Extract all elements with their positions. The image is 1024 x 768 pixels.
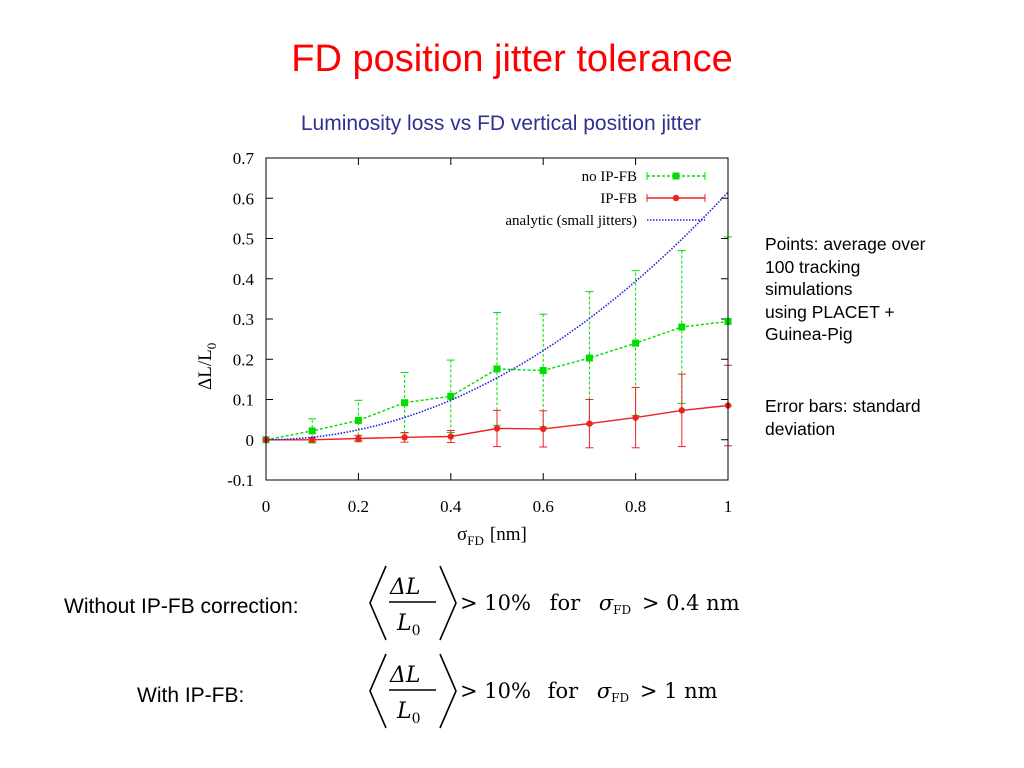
y-tick-label: 0.2: [233, 350, 254, 369]
fraction-denominator: L0: [396, 611, 421, 639]
y-tick-label: 0: [246, 431, 255, 450]
x-tick-label: 0: [262, 497, 271, 516]
data-point-no-ip-fb: [401, 399, 409, 407]
data-point-no-ip-fb: [585, 354, 593, 362]
data-point-ip-fb: [493, 425, 501, 432]
y-tick-label: 0.4: [233, 270, 255, 289]
y-tick-label: 0.3: [233, 310, 254, 329]
points-note-line: simulations: [765, 279, 853, 299]
data-point-no-ip-fb: [447, 392, 455, 400]
x-axis-label: σFD [nm]: [457, 524, 527, 548]
x-tick-label: 0.2: [348, 497, 369, 516]
legend-label-analytic-small-jitters: analytic (small jitters): [505, 213, 637, 229]
data-point-ip-fb: [586, 420, 593, 427]
data-point-no-ip-fb: [308, 427, 316, 435]
data-point-no-ip-fb: [354, 416, 362, 424]
x-tick-label: 0.6: [533, 497, 554, 516]
x-tick-label: 1: [724, 497, 733, 516]
slide-title: FD position jitter tolerance: [291, 38, 733, 80]
y-tick-label: 0.6: [233, 189, 254, 208]
fraction-denominator: L0: [396, 699, 421, 727]
data-point-ip-fb: [355, 435, 362, 442]
data-point-ip-fb: [447, 433, 454, 440]
right-angle-bracket: [439, 653, 457, 729]
formula-with-ipfb: ΔL L0 > 10% for σFD > 1 nm: [369, 653, 718, 729]
formula-without-ipfb: ΔL L0 > 10% for σFD > 0.4 nm: [369, 565, 740, 641]
points-note-line: 100 tracking: [765, 256, 861, 277]
data-point-no-ip-fb: [493, 365, 501, 373]
y-tick-label: -0.1: [227, 471, 254, 490]
error-bars-note-line: deviation: [765, 418, 836, 439]
error-bars-note-line: Error bars: standard: [765, 396, 921, 416]
data-point-ip-fb: [309, 436, 316, 443]
data-point-no-ip-fb: [678, 323, 686, 331]
data-point-ip-fb: [540, 425, 547, 433]
legend-label-ip-fb: IP-FB: [600, 191, 637, 207]
data-point-ip-fb: [678, 407, 685, 414]
luminosity-loss-chart: -0.1 0 0.1 0.2 0.3 0.4 0.5 0.6 0.7 0 0.2 0.4 0.6 0.8…: [195, 149, 733, 548]
legend-label-no-ip-fb: no IP-FB: [582, 169, 637, 185]
chart-subtitle: Luminosity loss vs FD vertical position …: [300, 112, 702, 135]
without-ipfb-label: Without IP-FB correction:: [64, 595, 299, 618]
points-note: Points: average over 100 tracking simula…: [765, 233, 1005, 346]
fraction-numerator: ΔL: [389, 663, 421, 688]
points-note-line: Points: average over: [765, 234, 926, 254]
right-angle-bracket: [439, 565, 457, 641]
data-point-ip-fb: [632, 414, 639, 421]
data-point-no-ip-fb: [539, 367, 547, 375]
left-angle-bracket: [369, 565, 387, 641]
inequality-expression: > 10% for σFD > 0.4 nm: [460, 591, 740, 619]
inequality-expression: > 10% for σFD > 1 nm: [460, 679, 718, 707]
x-tick-label: 0.4: [440, 497, 462, 516]
y-axis-label: ΔL/L0: [195, 343, 219, 390]
error-bars-note: Error bars: standard deviation: [765, 395, 1005, 440]
plot-frame: [265, 157, 729, 481]
y-tick-label: 0.1: [233, 391, 254, 410]
y-tick-label: 0.5: [233, 230, 254, 249]
data-point-ip-fb: [401, 434, 408, 441]
points-note-line: Guinea-Pig: [765, 324, 853, 344]
with-ipfb-label: With IP-FB:: [137, 684, 245, 707]
legend-marker-no-ip-fb: [672, 172, 680, 180]
x-tick-label: 0.8: [625, 497, 646, 516]
y-tick-label: 0.7: [233, 149, 255, 168]
fraction-numerator: ΔL: [389, 575, 421, 600]
points-note-line: using PLACET +: [765, 301, 895, 322]
legend-marker-ip-fb: [672, 194, 680, 202]
data-point-no-ip-fb: [632, 339, 640, 347]
left-angle-bracket: [369, 653, 387, 729]
